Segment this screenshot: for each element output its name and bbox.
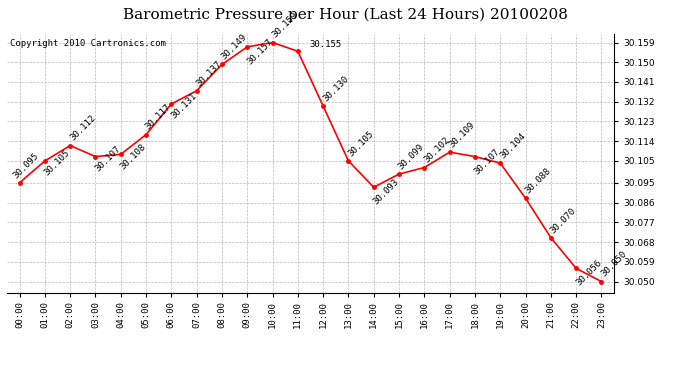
Text: 30.105: 30.105: [43, 148, 72, 178]
Text: 30.099: 30.099: [397, 142, 426, 171]
Text: 30.149: 30.149: [220, 33, 249, 62]
Text: 30.050: 30.050: [600, 250, 629, 279]
Text: 30.157: 30.157: [245, 37, 274, 66]
Text: 30.155: 30.155: [309, 40, 342, 49]
Text: 30.056: 30.056: [574, 259, 603, 288]
Text: 30.137: 30.137: [195, 59, 224, 88]
Text: 30.108: 30.108: [119, 142, 148, 171]
Text: Copyright 2010 Cartronics.com: Copyright 2010 Cartronics.com: [10, 39, 166, 48]
Text: 30.093: 30.093: [372, 177, 401, 207]
Text: 30.159: 30.159: [270, 10, 299, 40]
Text: 30.131: 30.131: [169, 92, 198, 121]
Text: 30.102: 30.102: [422, 136, 451, 165]
Text: 30.112: 30.112: [68, 114, 97, 143]
Text: 30.109: 30.109: [448, 120, 477, 149]
Text: 30.117: 30.117: [144, 103, 173, 132]
Text: 30.095: 30.095: [12, 151, 41, 180]
Text: 30.105: 30.105: [346, 129, 375, 158]
Text: 30.107: 30.107: [93, 144, 122, 173]
Text: 30.104: 30.104: [498, 131, 527, 160]
Text: 30.088: 30.088: [524, 166, 553, 195]
Text: 30.070: 30.070: [549, 206, 578, 235]
Text: 30.130: 30.130: [321, 74, 350, 104]
Text: Barometric Pressure per Hour (Last 24 Hours) 20100208: Barometric Pressure per Hour (Last 24 Ho…: [123, 8, 567, 22]
Text: 30.107: 30.107: [473, 147, 502, 176]
